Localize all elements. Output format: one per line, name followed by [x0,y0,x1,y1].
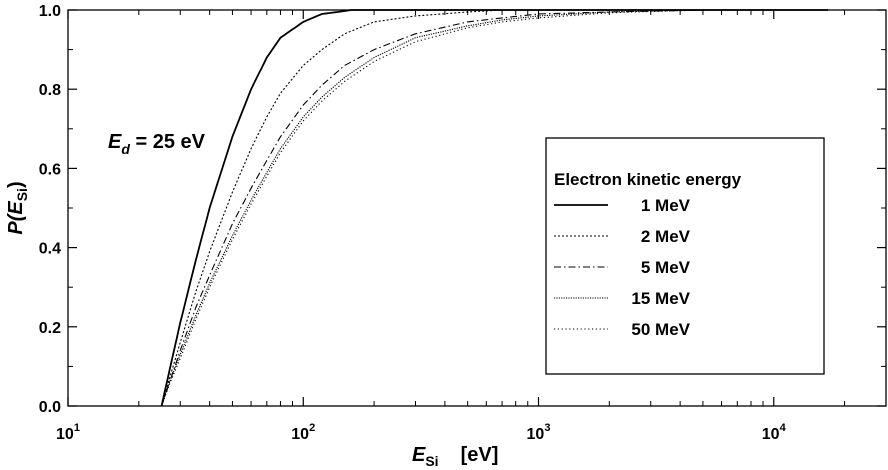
x-tick-label: 102 [291,422,315,443]
legend-label: 15 MeV [631,289,690,308]
y-tick-label: 0.0 [39,399,61,416]
x-tick-label: 103 [527,422,551,443]
y-axis-title: P(ESi) [5,181,30,234]
series-line-50-mev [161,9,828,407]
y-tick-label: 0.2 [39,320,61,337]
axis-ticks: 101 102 103 104 0.0 0.2 0.4 0.6 0.8 1.0 [39,3,887,443]
legend-label: 50 MeV [631,320,690,339]
y-tick-label: 0.6 [39,161,61,178]
series-lines [160,9,828,407]
legend-box [545,137,825,375]
legend: Electron kinetic energy 1 MeV 2 MeV 5 MeV 1… [545,137,825,375]
series-line-15-mev [161,9,828,407]
annotation-ed: Ed = 25 eV [108,131,206,157]
y-tick-label: 0.8 [39,82,61,99]
legend-label: 1 MeV [641,196,691,215]
legend-label: 5 MeV [641,258,691,277]
x-tick-label: 101 [56,422,80,443]
legend-title: Electron kinetic energy [554,170,742,189]
x-tick-label: 104 [762,422,787,443]
x-axis-title: ESi [eV] [412,444,498,469]
y-tick-label: 0.4 [39,241,61,258]
series-line-2-mev [161,9,828,407]
legend-label: 2 MeV [641,227,691,246]
y-tick-label: 1.0 [39,3,61,20]
series-line-1-mev [160,9,828,407]
